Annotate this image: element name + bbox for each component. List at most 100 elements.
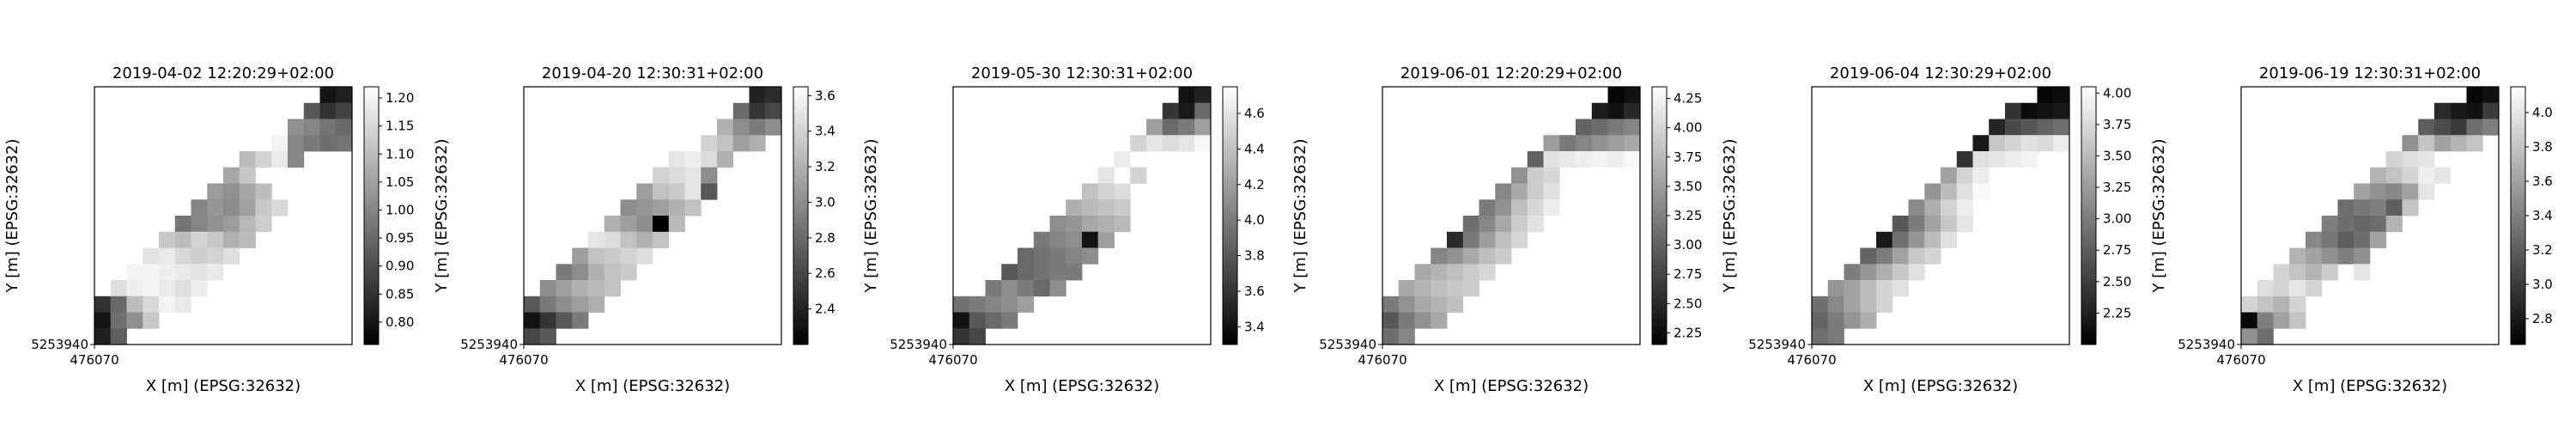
heatmap-cell xyxy=(1033,247,1050,265)
heatmap-cell xyxy=(1989,135,2006,152)
heatmap-cell xyxy=(2370,231,2387,248)
heatmap-cell xyxy=(1956,199,1973,216)
heatmap-cell xyxy=(126,312,143,329)
heatmap-cell xyxy=(1812,296,1829,313)
y-tick-label: 5253940 xyxy=(2178,337,2235,352)
heatmap-cell xyxy=(1049,231,1066,248)
heatmap-cell xyxy=(604,264,621,281)
colorbar-tick-label: 3.2 xyxy=(815,159,835,174)
heatmap-cell xyxy=(701,167,718,184)
colorbar-tick-label: 3.50 xyxy=(2103,148,2131,163)
heatmap-cell xyxy=(1178,135,1195,152)
heatmap-cell xyxy=(2273,296,2290,313)
colorbar-tick-label: 3.4 xyxy=(815,124,835,139)
plot-frame xyxy=(952,86,1212,345)
y-axis-label: Y [m] (EPSG:32632) xyxy=(1291,139,1309,294)
heatmap-cell xyxy=(1924,231,1941,248)
colorbar-tick-label: 0.80 xyxy=(386,314,414,330)
heatmap-cell xyxy=(207,216,224,233)
heatmap-cell xyxy=(2037,135,2054,152)
heatmap-cell xyxy=(1876,296,1893,313)
heatmap-cell xyxy=(126,264,143,281)
colorbar-tick-label: 1.15 xyxy=(386,119,414,134)
heatmap-cell xyxy=(2257,312,2274,329)
heatmap-cell xyxy=(1194,87,1212,104)
heatmap-cell xyxy=(1989,151,2006,168)
heatmap-cell xyxy=(1049,264,1066,281)
heatmap-cell xyxy=(1527,216,1544,233)
heatmap-cell xyxy=(159,264,176,281)
heatmap-cell xyxy=(2385,216,2403,233)
heatmap-cell xyxy=(255,183,272,200)
heatmap-cell xyxy=(1462,280,1479,297)
heatmap-cell xyxy=(1908,264,1925,281)
heatmap-cell xyxy=(94,296,112,313)
heatmap-cell xyxy=(1066,216,1083,233)
heatmap-cell xyxy=(255,199,272,216)
heatmap-cell xyxy=(2434,119,2451,136)
heatmap-cell xyxy=(1844,312,1861,329)
heatmap-cell xyxy=(1479,264,1496,281)
colorbar-tick-label: 3.8 xyxy=(1244,248,1265,264)
heatmap-cell xyxy=(1462,264,1479,281)
heatmap-cell xyxy=(2005,151,2022,168)
heatmap-cell xyxy=(2053,135,2070,152)
heatmap-cell xyxy=(319,135,337,152)
heatmap-cell xyxy=(701,183,718,200)
colorbar-tick-label: 4.0 xyxy=(2532,105,2553,120)
heatmap-cell xyxy=(2466,102,2483,119)
heatmap-cell xyxy=(765,102,782,119)
heatmap-cell xyxy=(1001,264,1018,281)
heatmap-cell xyxy=(336,135,353,152)
heatmap-cell xyxy=(2321,231,2338,248)
colorbar-tick-label: 3.75 xyxy=(2103,117,2131,132)
heatmap-cell xyxy=(1479,247,1496,265)
heatmap-cell xyxy=(191,216,208,233)
heatmap-cell xyxy=(1892,264,1909,281)
heatmap-cell xyxy=(1178,102,1195,119)
x-tick-label: 476070 xyxy=(928,352,977,368)
heatmap-cell xyxy=(1495,247,1512,265)
heatmap-cell xyxy=(1194,119,1212,136)
heatmap-cell xyxy=(239,199,256,216)
heatmap-cell xyxy=(572,312,589,329)
colorbar-tick-label: 0.85 xyxy=(386,286,414,302)
heatmap-cell xyxy=(239,231,256,248)
heatmap-cell xyxy=(303,102,320,119)
heatmap-cell xyxy=(336,102,353,119)
heatmap-cell xyxy=(1892,280,1909,297)
heatmap-cell xyxy=(1114,183,1131,200)
heatmap-cell xyxy=(1146,119,1163,136)
x-axis-label: X [m] (EPSG:32632) xyxy=(146,377,301,395)
heatmap-cell xyxy=(1860,296,1877,313)
colorbar-tick-label: 3.4 xyxy=(2532,208,2553,223)
heatmap-cell xyxy=(1844,280,1861,297)
heatmap-cell xyxy=(1066,231,1083,248)
heatmap-cell xyxy=(1431,296,1448,313)
colorbar-tick-label: 3.6 xyxy=(1244,284,1265,299)
heatmap-cell xyxy=(239,167,256,184)
y-tick-label: 5253940 xyxy=(890,337,947,352)
heatmap-cell xyxy=(2257,296,2274,313)
heatmap-cell xyxy=(1607,87,1625,104)
chart-title: 2019-04-20 12:30:31+02:00 xyxy=(542,64,763,82)
heatmap-cell xyxy=(1576,135,1593,152)
heatmap-cell xyxy=(2306,231,2323,248)
heatmap-cell xyxy=(1624,119,1641,136)
heatmap-cell xyxy=(207,183,224,200)
heatmap-cell xyxy=(1495,183,1512,200)
heatmap-cell xyxy=(1431,280,1448,297)
heatmap-cell xyxy=(319,119,337,136)
heatmap-cell xyxy=(1033,231,1050,248)
heatmap-cell xyxy=(1398,296,1415,313)
heatmap-cell xyxy=(1924,216,1941,233)
heatmap-cell xyxy=(953,328,970,345)
colorbar-tick-label: 0.90 xyxy=(386,259,414,274)
heatmap-cell xyxy=(1018,280,1035,297)
heatmap-cell xyxy=(2289,247,2306,265)
heatmap-cell xyxy=(636,183,653,200)
heatmap-cell xyxy=(1382,312,1400,329)
heatmap-cell xyxy=(2321,216,2338,233)
